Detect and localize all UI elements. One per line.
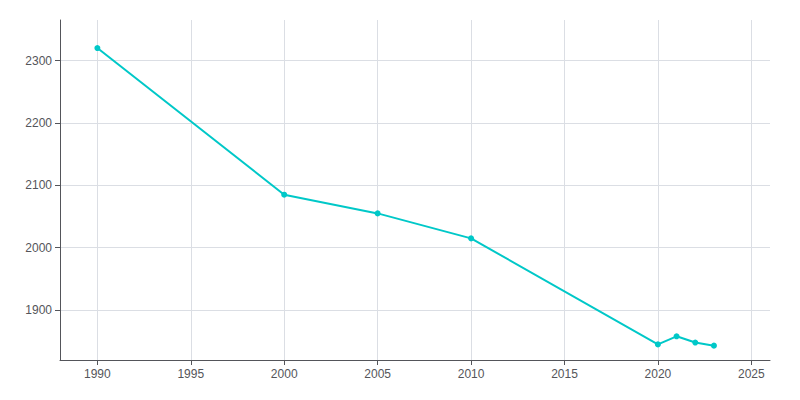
svg-text:2300: 2300 bbox=[25, 54, 52, 68]
svg-text:2100: 2100 bbox=[25, 178, 52, 192]
svg-text:2005: 2005 bbox=[364, 367, 391, 381]
svg-text:1990: 1990 bbox=[84, 367, 111, 381]
svg-text:1995: 1995 bbox=[177, 367, 204, 381]
svg-text:2025: 2025 bbox=[738, 367, 765, 381]
svg-text:2200: 2200 bbox=[25, 116, 52, 130]
svg-text:2000: 2000 bbox=[25, 241, 52, 255]
svg-text:2020: 2020 bbox=[645, 367, 672, 381]
svg-text:2010: 2010 bbox=[458, 367, 485, 381]
svg-text:2015: 2015 bbox=[551, 367, 578, 381]
svg-text:1900: 1900 bbox=[25, 303, 52, 317]
svg-text:2000: 2000 bbox=[271, 367, 298, 381]
